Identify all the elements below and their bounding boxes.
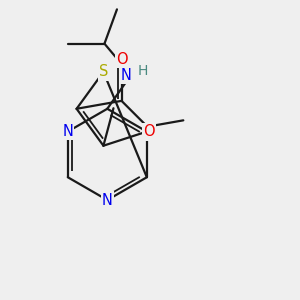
Text: S: S bbox=[99, 64, 108, 80]
Text: H: H bbox=[138, 64, 148, 78]
Text: N: N bbox=[102, 193, 113, 208]
Text: O: O bbox=[143, 124, 154, 140]
Text: N: N bbox=[62, 124, 73, 139]
Text: O: O bbox=[116, 52, 127, 67]
Text: N: N bbox=[121, 68, 132, 82]
